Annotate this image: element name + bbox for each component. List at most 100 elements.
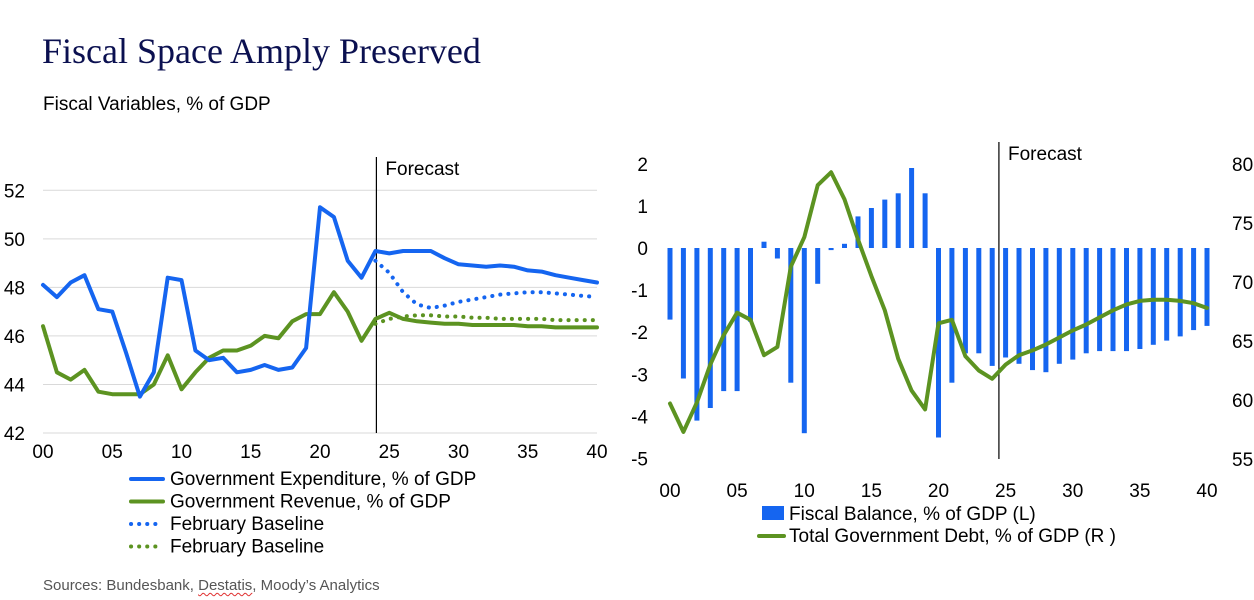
fiscal-balance-bar bbox=[694, 248, 700, 421]
fiscal-balance-bar bbox=[976, 248, 982, 354]
x-tick-label: 25 bbox=[995, 481, 1016, 502]
fiscal-balance-bar bbox=[962, 248, 968, 354]
right-chart: -5 -4 -3 -2 -1 0 1 2 55 60 65 70 75 80 00 05 10 15 20 25 30 3… bbox=[631, 142, 1253, 547]
forecast-label: Forecast bbox=[1008, 144, 1083, 165]
y-tick-label: 44 bbox=[4, 375, 26, 396]
x-tick-label: 05 bbox=[727, 481, 748, 502]
fiscal-balance-bar bbox=[989, 248, 995, 366]
y-left-tick-label: 1 bbox=[637, 197, 648, 218]
legend-label: Government Revenue, % of GDP bbox=[170, 492, 451, 513]
fiscal-balance-bar bbox=[734, 248, 740, 392]
fiscal-balance-bar bbox=[1137, 248, 1143, 349]
x-tick-label: 30 bbox=[448, 442, 469, 463]
fiscal-balance-bar bbox=[855, 216, 861, 248]
fiscal-balance-bar bbox=[882, 199, 888, 248]
y-tick-label: 46 bbox=[4, 327, 25, 348]
source-prefix: Sources: Bundesbank, bbox=[43, 577, 199, 594]
fiscal-balance-bar bbox=[922, 193, 928, 248]
fiscal-balance-bar bbox=[707, 248, 713, 408]
fiscal-balance-bar bbox=[1150, 248, 1156, 345]
fiscal-balance-bar bbox=[868, 208, 874, 248]
fiscal-balance-bar bbox=[1043, 248, 1049, 373]
fiscal-balance-bar bbox=[909, 168, 915, 248]
source-note: Sources: Bundesbank, Destatis, Moody’s A… bbox=[43, 577, 380, 594]
fiscal-balance-bar bbox=[949, 248, 955, 383]
y-right-tick-label: 70 bbox=[1232, 273, 1253, 294]
x-tick-label: 10 bbox=[171, 442, 192, 463]
government-expenditure-of-gdp-line bbox=[41, 205, 599, 399]
x-tick-label: 05 bbox=[102, 442, 123, 463]
legend-swatch-bars bbox=[762, 506, 784, 520]
y-left-tick-label: -1 bbox=[631, 281, 648, 302]
fiscal-balance-bar bbox=[936, 248, 941, 438]
x-tick-label: 40 bbox=[1196, 481, 1217, 502]
fiscal-balance-bar bbox=[1083, 248, 1089, 354]
x-tick-label: 35 bbox=[1129, 481, 1150, 502]
fiscal-balance-bar bbox=[1204, 248, 1210, 326]
baseline-february-baseline-line bbox=[373, 313, 599, 326]
x-tick-label: 40 bbox=[586, 442, 607, 463]
fiscal-balance-bar bbox=[761, 241, 767, 248]
fiscal-balance-bar bbox=[748, 248, 753, 322]
x-tick-label: 35 bbox=[517, 442, 538, 463]
forecast-label: Forecast bbox=[385, 159, 460, 180]
legend-label: Government Expenditure, % of GDP bbox=[170, 469, 476, 490]
fiscal-balance-bar bbox=[788, 248, 794, 383]
source-suffix: , Moody’s Analytics bbox=[252, 577, 380, 594]
fiscal-balance-bar bbox=[721, 248, 727, 392]
fiscal-balance-bar bbox=[842, 243, 847, 248]
y-left-tick-label: -2 bbox=[631, 323, 648, 344]
fiscal-balance-bar bbox=[1070, 248, 1076, 360]
x-tick-label: 15 bbox=[240, 442, 261, 463]
fiscal-balance-bar bbox=[1164, 248, 1170, 341]
y-tick-label: 48 bbox=[4, 278, 25, 299]
legend-label: Total Government Debt, % of GDP (R ) bbox=[789, 526, 1116, 547]
fiscal-balance-bar bbox=[774, 248, 780, 259]
x-tick-label: 25 bbox=[379, 442, 400, 463]
x-tick-label: 15 bbox=[861, 481, 882, 502]
fiscal-balance-bar bbox=[1177, 248, 1183, 337]
y-right-tick-label: 75 bbox=[1232, 214, 1253, 235]
fiscal-balance-bar bbox=[1016, 248, 1022, 364]
y-right-tick-label: 65 bbox=[1232, 332, 1253, 353]
y-right-tick-label: 60 bbox=[1232, 391, 1253, 412]
y-left-tick-label: -3 bbox=[631, 365, 648, 386]
fiscal-balance-bar bbox=[801, 248, 807, 434]
x-tick-label: 20 bbox=[928, 481, 949, 502]
y-right-tick-label: 55 bbox=[1232, 450, 1253, 471]
page-subtitle: Fiscal Variables, % of GDP bbox=[43, 94, 271, 115]
fiscal-balance-bar bbox=[667, 248, 673, 320]
y-tick-label: 52 bbox=[4, 181, 25, 202]
x-tick-label: 20 bbox=[309, 442, 330, 463]
legend-label: February Baseline bbox=[170, 514, 324, 535]
fiscal-balance-bar bbox=[815, 248, 821, 284]
y-left-tick-label: 0 bbox=[637, 239, 648, 260]
fiscal-balance-bar bbox=[828, 248, 834, 251]
fiscal-balance-bar bbox=[1124, 248, 1129, 352]
government-revenue-of-gdp-line bbox=[41, 290, 599, 397]
y-left-tick-label: -4 bbox=[631, 407, 648, 428]
legend-label: February Baseline bbox=[170, 537, 324, 558]
x-tick-label: 30 bbox=[1062, 481, 1083, 502]
fiscal-balance-bar bbox=[895, 193, 901, 248]
x-tick-label: 00 bbox=[659, 481, 680, 502]
x-tick-label: 00 bbox=[32, 442, 53, 463]
fiscal-balance-bar bbox=[1003, 248, 1009, 358]
y-right-tick-label: 80 bbox=[1232, 155, 1253, 176]
total-government-debt-line bbox=[668, 170, 1209, 434]
x-tick-label: 10 bbox=[794, 481, 815, 502]
fiscal-balance-bar bbox=[1097, 248, 1103, 352]
baseline-february-baseline-line bbox=[373, 258, 599, 310]
y-tick-label: 42 bbox=[4, 424, 25, 445]
fiscal-balance-bar bbox=[680, 248, 686, 379]
source-underlined: Destatis bbox=[198, 577, 253, 594]
fiscal-balance-bar bbox=[1191, 248, 1197, 331]
y-left-tick-label: 2 bbox=[637, 155, 648, 176]
page-title: Fiscal Space Amply Preserved bbox=[42, 31, 481, 71]
legend-label: Fiscal Balance, % of GDP (L) bbox=[789, 504, 1036, 525]
y-left-tick-label: -5 bbox=[631, 450, 648, 471]
fiscal-balance-bar bbox=[1056, 248, 1062, 364]
fiscal-balance-bar bbox=[1110, 248, 1116, 352]
y-tick-label: 50 bbox=[4, 230, 25, 251]
